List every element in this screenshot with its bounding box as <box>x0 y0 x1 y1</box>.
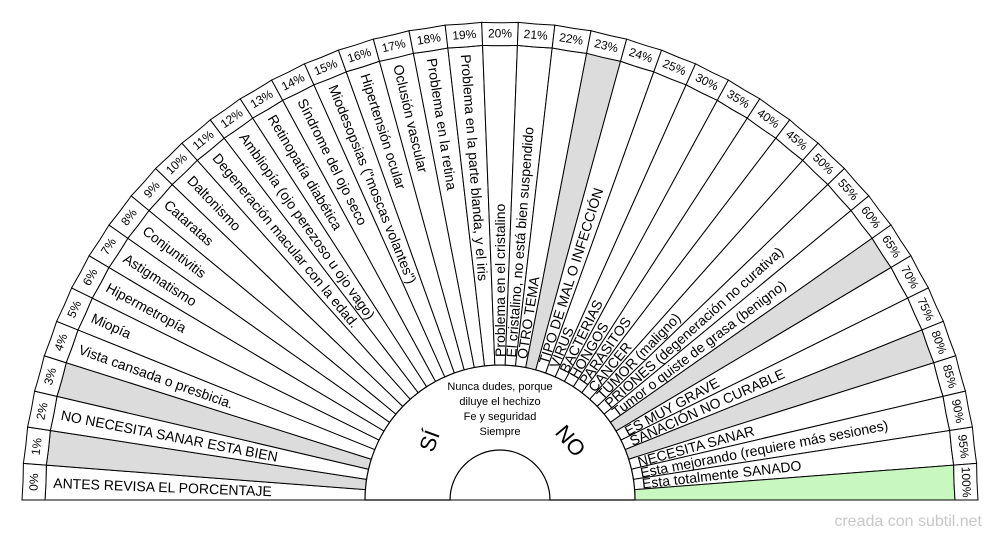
hub-text-line-3: Fe y seguridad <box>464 411 537 423</box>
percent-label: 16% <box>346 45 373 66</box>
hub-text-line-2: diluye el hechizo <box>459 396 540 408</box>
credit-text: creada con subtil.net <box>834 513 982 530</box>
hub-text-line-1: Nunca dudes, porque <box>447 381 552 393</box>
percent-label: 95% <box>955 434 972 460</box>
hub-ring <box>364 364 636 501</box>
hub: Nunca dudes, porque diluye el hechizo Fe… <box>364 364 636 501</box>
percent-label: 2% <box>34 401 51 421</box>
percent-label: 22% <box>558 30 584 48</box>
percent-label: 24% <box>627 45 654 66</box>
percent-label: 5% <box>64 298 84 320</box>
percent-label: 18% <box>416 30 442 48</box>
percent-label: 100% <box>959 467 974 499</box>
percent-label: 17% <box>380 36 407 55</box>
hub-text-line-4: Siempre <box>480 426 521 438</box>
percent-label: 4% <box>51 331 70 352</box>
percent-label: 90% <box>949 398 967 425</box>
percent-strip-layer <box>21 21 979 501</box>
percent-label: 20% <box>488 27 512 41</box>
percent-label: 21% <box>523 27 548 43</box>
percent-label: 19% <box>452 27 477 43</box>
percent-label: 0% <box>27 473 42 491</box>
percent-label: 85% <box>940 363 960 390</box>
sector-label: Problema en el cristalino <box>492 203 508 357</box>
percent-label: 1% <box>29 437 45 456</box>
percent-label: 23% <box>593 36 620 55</box>
sector-layer <box>44 44 956 501</box>
percent-label: 3% <box>41 366 59 387</box>
